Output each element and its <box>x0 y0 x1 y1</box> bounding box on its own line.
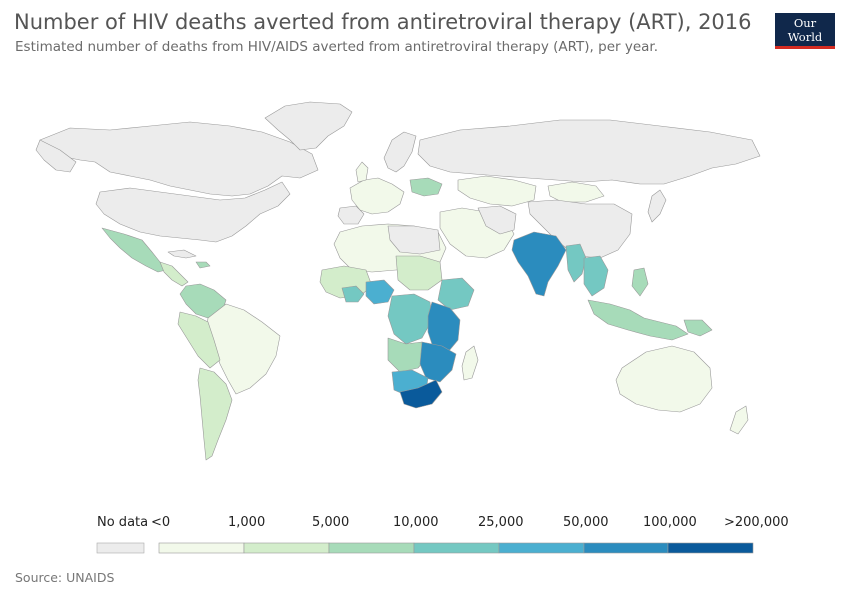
legend-bin-label: 100,000 <box>643 515 697 530</box>
region-india[interactable] <box>511 231 567 297</box>
legend-swatch[interactable] <box>498 542 585 554</box>
region-mongolia[interactable] <box>547 181 605 203</box>
region-thailand-cambodia-vietnam[interactable] <box>583 255 609 297</box>
region-libya-egypt[interactable] <box>387 225 441 255</box>
region-cuba[interactable] <box>167 249 197 259</box>
region-peru-bolivia[interactable] <box>177 311 221 369</box>
legend-bin-label: 5,000 <box>312 515 350 530</box>
legend-swatch[interactable] <box>413 542 500 554</box>
chart-title: Number of HIV deaths averted from antire… <box>14 10 752 34</box>
region-iran[interactable] <box>477 205 517 235</box>
logo-accent-bar <box>775 46 835 49</box>
legend-bin-label: 50,000 <box>563 515 609 530</box>
region-new-zealand[interactable] <box>729 405 749 435</box>
region-central-africa[interactable] <box>387 293 433 345</box>
region-myanmar[interactable] <box>565 243 587 283</box>
legend-bin-label: <0 <box>151 515 171 530</box>
legend-bin-label: >200,000 <box>724 515 789 530</box>
legend-no-data-label: No data <box>97 515 149 530</box>
region-japan[interactable] <box>647 189 667 223</box>
region-uk[interactable] <box>355 161 369 183</box>
region-hispaniola[interactable] <box>195 261 211 269</box>
region-papua-new-guinea[interactable] <box>683 319 713 337</box>
region-kazakhstan[interactable] <box>457 175 537 207</box>
owid-logo[interactable]: Our World in Data <box>775 13 835 58</box>
legend-swatch[interactable] <box>328 542 415 554</box>
region-indonesia[interactable] <box>587 299 689 341</box>
region-alaska[interactable] <box>35 139 77 173</box>
chart-subtitle: Estimated number of deaths from HIV/AIDS… <box>15 39 659 55</box>
legend-swatch[interactable] <box>667 542 754 554</box>
region-mozambique-malawi-zimbabwe[interactable] <box>419 341 457 383</box>
region-west-europe[interactable] <box>349 177 405 215</box>
region-sudan[interactable] <box>395 255 443 291</box>
region-argentina-chile[interactable] <box>197 367 233 461</box>
region-china[interactable] <box>527 199 633 259</box>
region-central-america[interactable] <box>159 261 189 287</box>
legend-swatch[interactable] <box>243 542 330 554</box>
region-australia[interactable] <box>615 345 713 413</box>
legend-bin-label: 10,000 <box>393 515 439 530</box>
region-ukraine[interactable] <box>409 177 443 197</box>
region-usa[interactable] <box>95 181 291 243</box>
legend-swatch-no-data[interactable] <box>96 542 145 554</box>
logo-text-line1: Our World <box>787 16 823 44</box>
region-canada[interactable] <box>39 121 319 197</box>
region-south-africa[interactable] <box>399 379 443 409</box>
legend-swatch[interactable] <box>158 542 245 554</box>
region-greenland[interactable] <box>264 101 353 151</box>
legend-bin-label: 1,000 <box>228 515 266 530</box>
region-iberia[interactable] <box>337 205 365 225</box>
region-scandinavia[interactable] <box>383 131 417 173</box>
region-nigeria[interactable] <box>365 279 395 305</box>
legend-swatch[interactable] <box>583 542 669 554</box>
source-note: Source: UNAIDS <box>15 570 115 585</box>
region-mexico[interactable] <box>101 227 167 273</box>
region-russia[interactable] <box>417 119 761 185</box>
region-madagascar[interactable] <box>461 345 479 381</box>
region-philippines[interactable] <box>631 267 649 297</box>
region-ghana-ivory-coast[interactable] <box>341 285 365 303</box>
region-ethiopia[interactable] <box>437 277 475 311</box>
legend-bin-label: 25,000 <box>478 515 524 530</box>
